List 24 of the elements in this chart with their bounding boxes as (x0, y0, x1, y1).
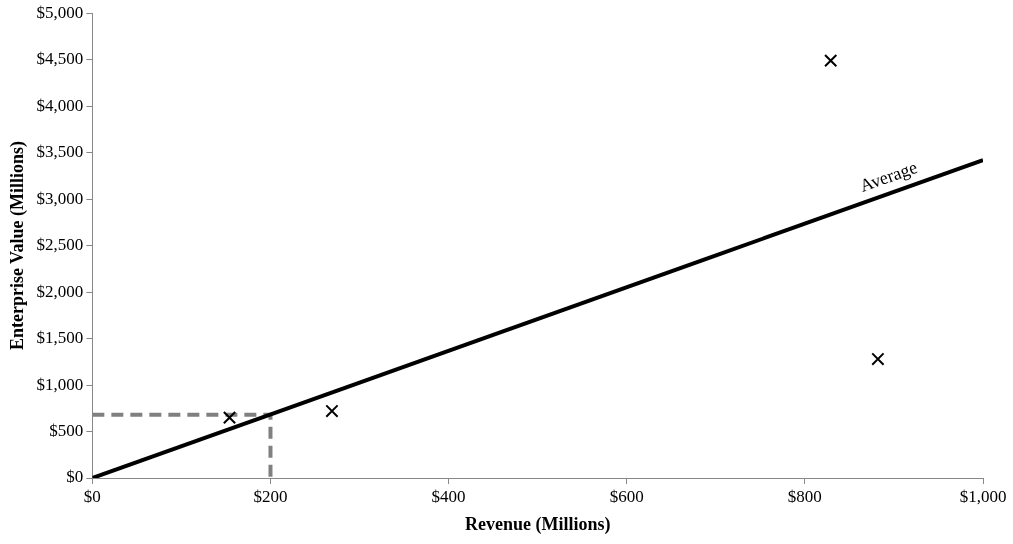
y-tick-label: $5,000 (36, 2, 84, 22)
y-tick-label: $2,500 (36, 235, 84, 255)
y-tick-label: $3,500 (36, 142, 84, 162)
point (222, 410, 237, 425)
y-axis-title: Enterprise Value (Millions) (7, 141, 29, 351)
x-tick-label: $600 (609, 486, 644, 506)
x-tick-label: $1,000 (959, 486, 1007, 506)
x-axis-title: Revenue (Millions) (464, 513, 611, 535)
x-tick-label: $0 (83, 486, 101, 506)
y-tick-label: $1,000 (36, 374, 84, 394)
y-tick-label: $3,000 (36, 188, 84, 208)
y-tick-label: $4,000 (36, 95, 84, 115)
y-tick-label: $500 (49, 420, 84, 440)
x-tick-label: $400 (431, 486, 466, 506)
point (824, 53, 838, 68)
point (325, 404, 339, 418)
x-tick-label: $200 (253, 486, 288, 506)
x-tick-label: $800 (787, 486, 822, 506)
y-tick-label: $2,000 (36, 281, 84, 301)
y-tick-label: $4,500 (36, 49, 84, 69)
y-tick-label: $1,500 (36, 328, 84, 348)
y-tick-label: $0 (66, 467, 84, 487)
annotation: Average (857, 156, 920, 196)
point (871, 352, 885, 366)
